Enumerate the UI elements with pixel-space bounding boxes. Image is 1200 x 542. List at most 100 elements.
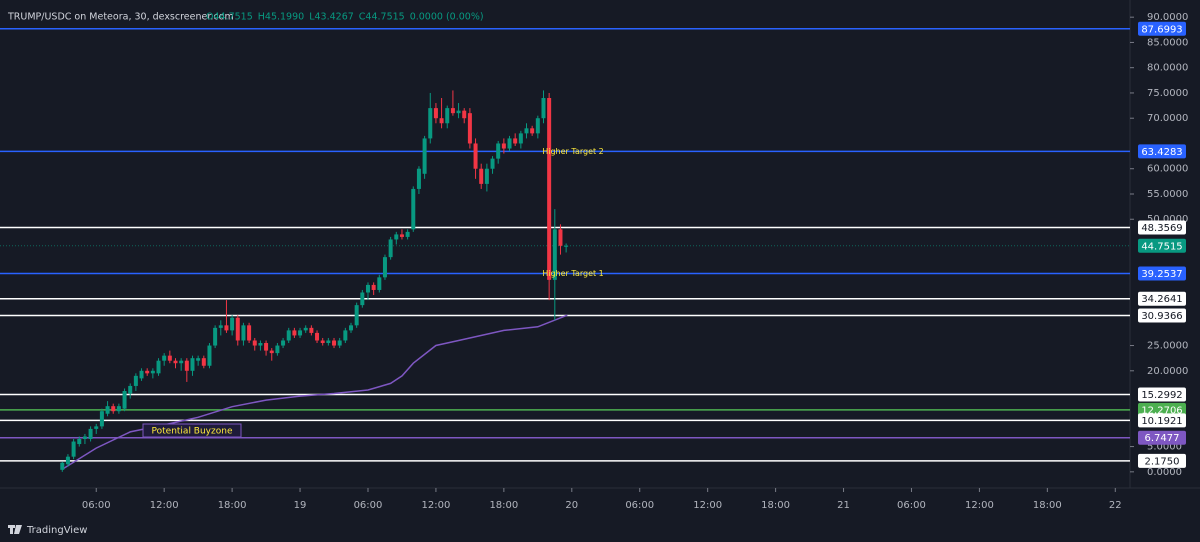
candle-body xyxy=(439,118,444,124)
candle-body xyxy=(224,325,229,331)
candle-body xyxy=(377,277,382,290)
x-tick-label: 21 xyxy=(837,500,850,511)
candle-body xyxy=(315,332,320,341)
candle-body xyxy=(111,406,116,412)
candle-body xyxy=(450,108,455,114)
candle-body xyxy=(309,327,314,333)
y-tick-label: 90.0000 xyxy=(1147,12,1188,23)
brand-logo xyxy=(8,525,22,534)
candle-body xyxy=(247,325,252,341)
candle-body xyxy=(530,128,535,134)
x-tick-label: 12:00 xyxy=(150,500,179,511)
level-label: 12.2706 xyxy=(1141,405,1182,416)
level-label: 30.9366 xyxy=(1141,311,1182,322)
legend-value: H45.1990 xyxy=(258,12,304,23)
candle-body xyxy=(535,118,540,134)
level-label-box xyxy=(1138,387,1186,402)
candle-body xyxy=(241,325,246,341)
candle-body xyxy=(179,360,184,364)
level-label-box xyxy=(1138,413,1186,428)
y-tick-label: 80.0000 xyxy=(1147,63,1188,74)
candle-body xyxy=(490,158,495,169)
candle-body xyxy=(269,350,274,354)
ohlc-legend: O44.7515 H45.1990 L43.4267 C44.7515 0.0000 (… xyxy=(206,12,484,23)
candle-body xyxy=(292,330,297,336)
candle-body xyxy=(399,234,404,237)
level-label: 6.7477 xyxy=(1145,433,1180,444)
level-label: 39.2537 xyxy=(1141,269,1182,280)
annotation-box xyxy=(142,423,242,438)
annotation: Higher Target 2 xyxy=(542,147,604,156)
candle-body xyxy=(150,370,155,374)
axes: 0.0000 5.0000 20.0000 25.0000 50.0000 55.0000… xyxy=(82,12,1189,511)
brand: TradingView xyxy=(8,525,87,536)
brand-name: TradingView xyxy=(26,525,87,536)
y-tick-label: 25.0000 xyxy=(1147,341,1188,352)
candle-body xyxy=(337,340,342,346)
level-label: 63.4283 xyxy=(1141,147,1182,158)
candle-body xyxy=(60,462,65,470)
level-label: 2.1750 xyxy=(1145,456,1180,467)
y-tick-label: 5.0000 xyxy=(1147,442,1182,453)
candle-body xyxy=(128,385,133,394)
x-tick-label: 18:00 xyxy=(489,500,518,511)
candle-body xyxy=(196,358,201,361)
y-tick-label: 85.0000 xyxy=(1147,37,1188,48)
candle-body xyxy=(167,355,172,361)
candle-body xyxy=(105,406,110,414)
candle-body xyxy=(71,441,76,457)
candle-body xyxy=(428,108,433,139)
candle-body xyxy=(507,138,512,149)
candle-body xyxy=(371,284,376,290)
level-label-box xyxy=(1138,238,1186,253)
candle-body xyxy=(547,98,552,280)
legend-value: C44.7515 xyxy=(359,12,405,23)
candle-body xyxy=(65,456,70,465)
candle-body xyxy=(139,370,144,379)
level-label-box xyxy=(1138,220,1186,235)
candle-body xyxy=(116,406,121,412)
x-tick-label: 06:00 xyxy=(354,500,383,511)
x-tick-label: 18:00 xyxy=(218,500,247,511)
x-tick-label: 12:00 xyxy=(693,500,722,511)
candle-body xyxy=(162,355,167,361)
candle-body xyxy=(456,110,461,114)
candle-body xyxy=(252,340,257,346)
y-tick-label: 70.0000 xyxy=(1147,113,1188,124)
y-tick-label: 75.0000 xyxy=(1147,88,1188,99)
candle-body xyxy=(332,340,337,346)
level-label-box xyxy=(1138,291,1186,306)
legend-value: L43.4267 xyxy=(309,12,354,23)
x-tick-label: 06:00 xyxy=(82,500,111,511)
candle-body xyxy=(235,317,240,341)
level-label: 87.6993 xyxy=(1141,24,1182,35)
candle-body xyxy=(496,143,501,159)
candle-body xyxy=(77,438,82,445)
candle-body xyxy=(394,234,399,240)
candle-body xyxy=(184,360,189,371)
candle-body xyxy=(524,128,529,134)
x-tick-label: 18:00 xyxy=(761,500,790,511)
candle-body xyxy=(133,375,138,386)
candle-body xyxy=(207,345,212,366)
candle-body xyxy=(201,358,206,366)
candle-body xyxy=(462,110,467,119)
candle-body xyxy=(473,143,478,169)
level-label: 44.7515 xyxy=(1141,241,1182,252)
x-tick-label: 22 xyxy=(1109,500,1122,511)
levels xyxy=(0,28,1130,462)
level-label: 15.2992 xyxy=(1141,390,1182,401)
candle-body xyxy=(258,343,263,346)
candle-body xyxy=(99,411,104,427)
candle-body xyxy=(303,327,308,331)
y-tick-label: 55.0000 xyxy=(1147,189,1188,200)
candle-body xyxy=(360,292,365,306)
annotation: Higher Target 1 xyxy=(542,269,604,278)
legend-value: O44.7515 xyxy=(206,12,253,23)
y-tick-label: 20.0000 xyxy=(1147,366,1188,377)
candle-body xyxy=(552,229,557,280)
candle-body xyxy=(388,239,393,258)
